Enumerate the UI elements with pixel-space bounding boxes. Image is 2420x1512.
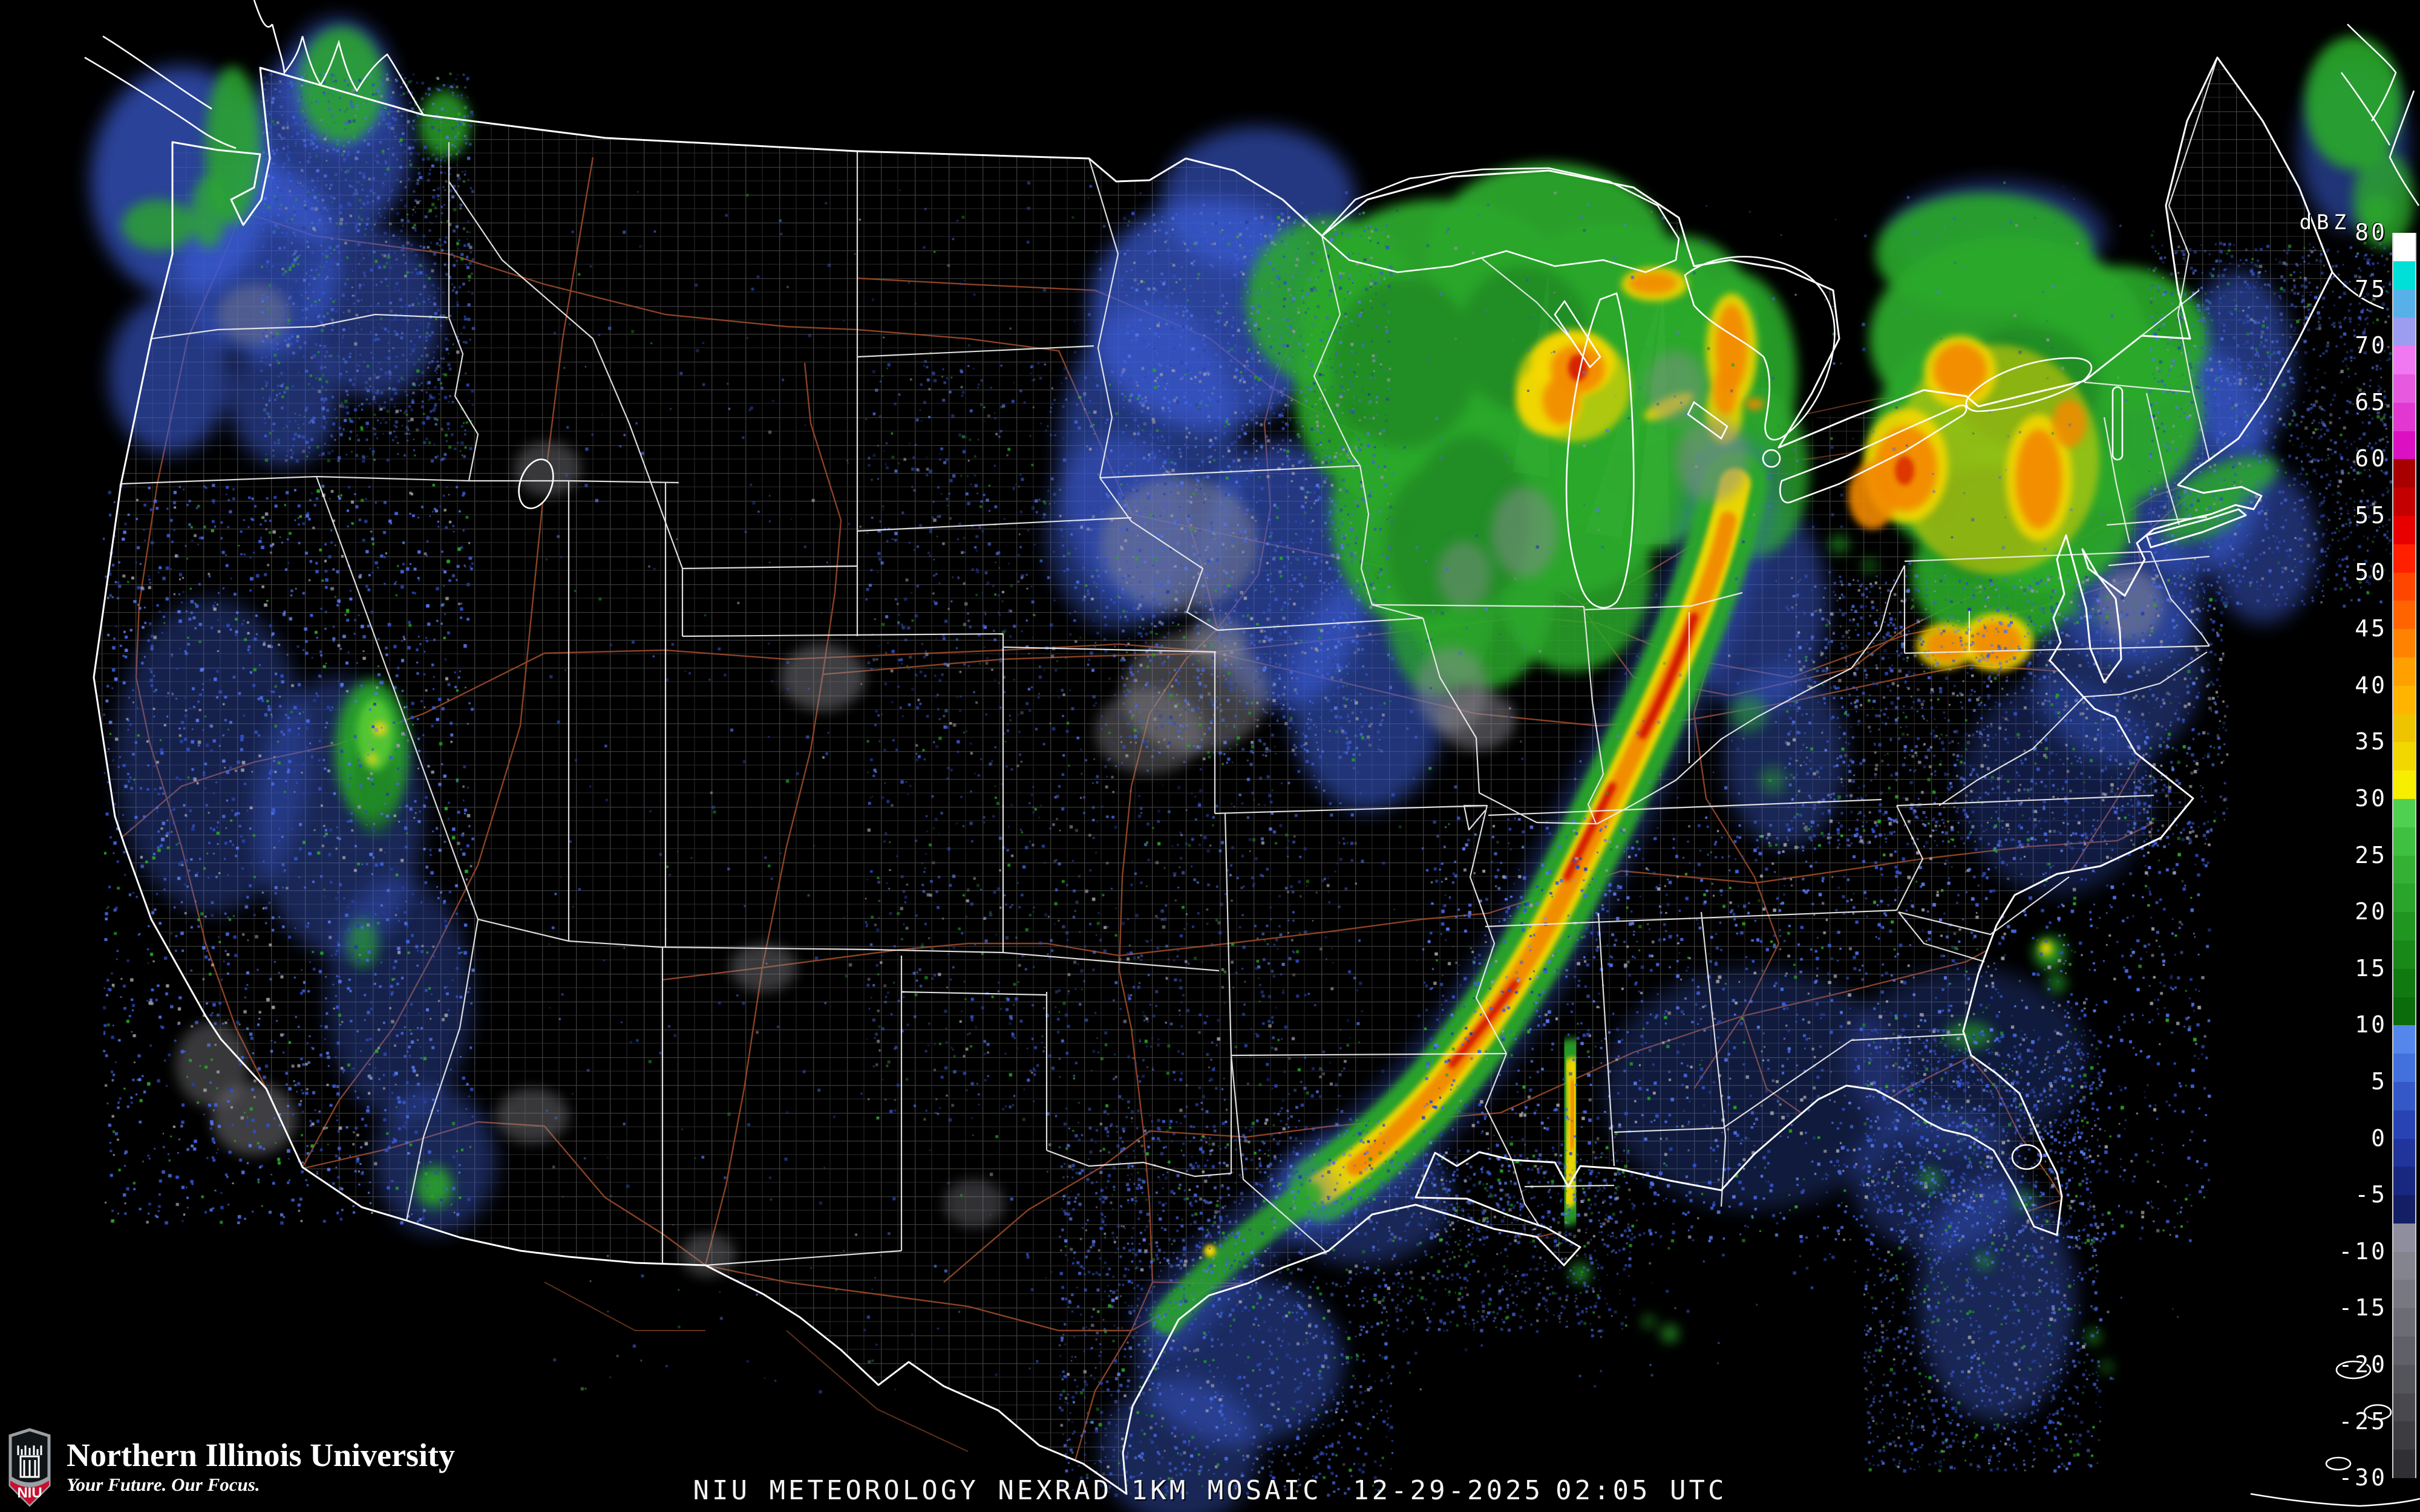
dbz-color-block	[2393, 1251, 2415, 1280]
dbz-color-block	[2393, 657, 2415, 686]
dbz-color-block	[2393, 827, 2415, 856]
dbz-tick-label: 75	[2355, 275, 2387, 302]
dbz-tick-label: 80	[2355, 219, 2387, 246]
dbz-tick-label: -5	[2355, 1181, 2387, 1208]
dbz-color-block	[2393, 1138, 2415, 1167]
dbz-tick-label: 55	[2355, 502, 2387, 529]
dbz-color-block	[2393, 572, 2415, 601]
dbz-tick-label: 5	[2371, 1068, 2387, 1095]
dbz-tick-label: 60	[2355, 445, 2387, 472]
dbz-tick-label: 20	[2355, 898, 2387, 925]
dbz-color-block	[2393, 346, 2415, 374]
dbz-color-block	[2393, 798, 2415, 827]
dbz-tick-label: -10	[2338, 1237, 2387, 1265]
university-name: Northern Illinois University	[67, 1437, 455, 1473]
dbz-color-block	[2393, 1364, 2415, 1393]
dbz-color-block	[2393, 714, 2415, 743]
dbz-color-block	[2393, 1025, 2415, 1054]
dbz-color-block	[2393, 1195, 2415, 1224]
dbz-tick-label: -15	[2338, 1294, 2387, 1321]
dbz-tick-label: 10	[2355, 1011, 2387, 1038]
great-lakes-shorelines	[518, 167, 2124, 1170]
dbz-color-block	[2393, 1167, 2415, 1196]
dbz-color-block	[2393, 1223, 2415, 1252]
product-title: NIU METEOROLOGY NEXRAD 1KM MOSAIC	[693, 1475, 1322, 1506]
dbz-color-block	[2393, 1280, 2415, 1309]
dbz-color-block	[2393, 402, 2415, 431]
niu-branding: NIU Northern Illinois University Your Fu…	[6, 1427, 455, 1507]
dbz-tick-label: 45	[2355, 615, 2387, 642]
dbz-color-block	[2393, 940, 2415, 969]
dbz-color-block	[2393, 601, 2415, 630]
dbz-color-block	[2393, 1337, 2415, 1365]
dbz-color-block	[2393, 1308, 2415, 1337]
dbz-colorbar: dBZ 80 75 70 65 60 55 50 45 40 35 30 25 20 15 10 5 0 -5 -1…	[2300, 210, 2419, 1493]
dbz-tick-label: -20	[2338, 1351, 2387, 1378]
dbz-color-ramp	[2392, 233, 2416, 1479]
dbz-color-block	[2393, 261, 2415, 290]
dbz-color-block	[2393, 855, 2415, 884]
dbz-color-block	[2393, 487, 2415, 516]
castle-icon	[17, 1445, 42, 1478]
dbz-color-block	[2393, 1081, 2415, 1110]
dbz-color-block	[2393, 685, 2415, 714]
coastline	[93, 56, 2333, 1495]
dbz-color-block	[2393, 431, 2415, 460]
dbz-color-block	[2393, 544, 2415, 573]
dbz-tick-label: 15	[2355, 954, 2387, 982]
dbz-tick-label: 25	[2355, 841, 2387, 868]
dbz-color-block	[2393, 968, 2415, 997]
niu-monogram: NIU	[17, 1485, 42, 1501]
dbz-color-block	[2393, 1450, 2415, 1479]
dbz-color-block	[2393, 318, 2415, 347]
dbz-color-block	[2393, 1393, 2415, 1422]
dbz-color-block	[2393, 374, 2415, 403]
dbz-tick-label: 0	[2371, 1124, 2387, 1152]
dbz-tick-label: 40	[2355, 671, 2387, 699]
dbz-color-block	[2393, 233, 2415, 261]
dbz-color-block	[2393, 1421, 2415, 1450]
product-caption: NIU METEOROLOGY NEXRAD 1KM MOSAIC 12-29-…	[0, 1475, 2420, 1506]
dbz-color-block	[2393, 515, 2415, 544]
dbz-color-block	[2393, 459, 2415, 488]
product-date: 12-29-2025	[1353, 1475, 1544, 1506]
dbz-color-block	[2393, 289, 2415, 318]
dbz-unit-label: dBZ	[2299, 210, 2351, 235]
dbz-color-block	[2393, 771, 2415, 799]
dbz-tick-label: 30	[2355, 785, 2387, 812]
foreign-coastlines	[84, 0, 2420, 1507]
product-time: 02:05 UTC	[1555, 1475, 1727, 1506]
dbz-tick-label: 65	[2355, 388, 2387, 415]
dbz-color-block	[2393, 1110, 2415, 1139]
dbz-color-block	[2393, 884, 2415, 913]
state-borders	[120, 57, 2219, 1266]
dbz-tick-label: 70	[2355, 332, 2387, 359]
university-tagline: Your Future. Our Focus.	[67, 1474, 260, 1495]
dbz-color-block	[2393, 912, 2415, 940]
dbz-color-block	[2393, 629, 2415, 657]
dbz-tick-label: 50	[2355, 558, 2387, 585]
niu-shield-logo: NIU	[8, 1428, 51, 1507]
dbz-tick-label: 35	[2355, 728, 2387, 755]
dbz-color-block	[2393, 997, 2415, 1026]
dbz-tick-label: -25	[2338, 1407, 2387, 1435]
dbz-color-block	[2393, 742, 2415, 771]
dbz-tick-label: -30	[2338, 1464, 2387, 1491]
dbz-color-block	[2393, 1054, 2415, 1082]
